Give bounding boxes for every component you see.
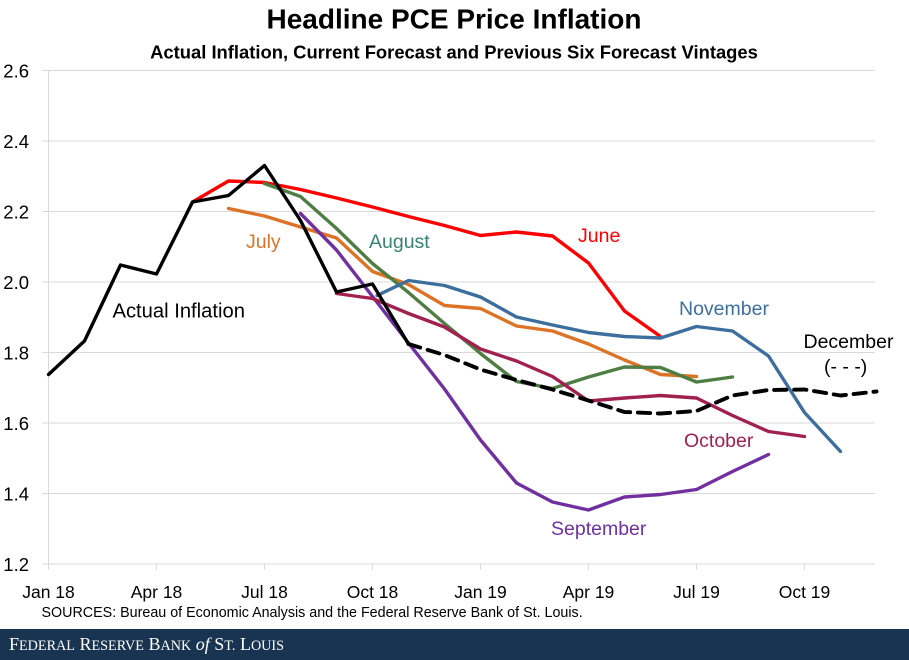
svg-text:Jan 19: Jan 19 bbox=[454, 582, 507, 602]
svg-text:December: December bbox=[804, 331, 894, 353]
svg-text:SOURCES: Bureau of Economic An: SOURCES: Bureau of Economic Analysis and… bbox=[42, 605, 583, 621]
svg-text:1.4: 1.4 bbox=[3, 483, 29, 504]
svg-text:June: June bbox=[578, 225, 620, 247]
svg-text:FEDERAL RESERVE BANK of ST. LO: FEDERAL RESERVE BANK of ST. LOUIS bbox=[9, 634, 284, 654]
svg-text:Headline PCE Price Inflation: Headline PCE Price Inflation bbox=[267, 4, 642, 35]
svg-text:2.4: 2.4 bbox=[3, 131, 29, 152]
svg-text:Apr 19: Apr 19 bbox=[563, 582, 615, 602]
svg-text:August: August bbox=[369, 231, 430, 253]
svg-text:Actual Inflation, Current Fore: Actual Inflation, Current Forecast and P… bbox=[150, 41, 758, 62]
svg-text:October: October bbox=[684, 430, 754, 452]
svg-text:1.2: 1.2 bbox=[3, 554, 29, 575]
svg-text:1.8: 1.8 bbox=[3, 342, 29, 363]
svg-text:2.0: 2.0 bbox=[3, 272, 29, 293]
svg-text:1.6: 1.6 bbox=[3, 413, 29, 434]
svg-text:Apr 18: Apr 18 bbox=[131, 582, 183, 602]
svg-text:2.6: 2.6 bbox=[3, 60, 29, 81]
svg-text:Jan 18: Jan 18 bbox=[22, 582, 75, 602]
svg-text:Jul 18: Jul 18 bbox=[241, 582, 288, 602]
svg-text:Oct 19: Oct 19 bbox=[779, 582, 831, 602]
svg-text:Jul 19: Jul 19 bbox=[673, 582, 720, 602]
svg-text:Actual Inflation: Actual Inflation bbox=[113, 301, 245, 323]
svg-text:Oct 18: Oct 18 bbox=[347, 582, 399, 602]
svg-text:(- - -): (- - -) bbox=[824, 356, 867, 378]
svg-text:November: November bbox=[679, 298, 769, 320]
svg-text:September: September bbox=[551, 518, 647, 540]
svg-text:2.2: 2.2 bbox=[3, 201, 29, 222]
svg-text:July: July bbox=[246, 231, 281, 253]
